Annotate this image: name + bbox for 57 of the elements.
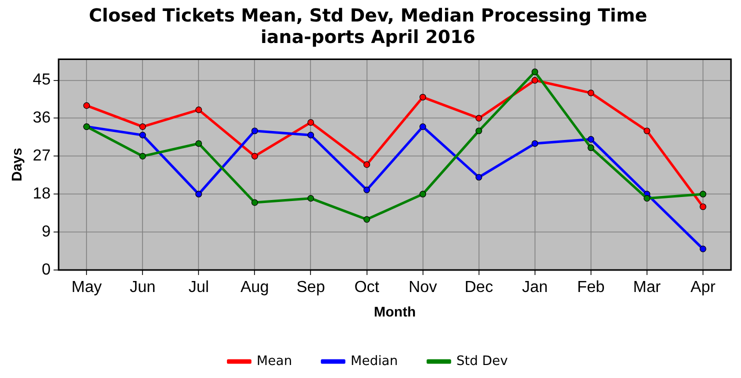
point xyxy=(476,128,482,134)
point xyxy=(363,161,370,168)
point xyxy=(420,123,426,130)
point xyxy=(251,152,258,160)
x-tick-label: Nov xyxy=(408,279,438,296)
x-tick-label: May xyxy=(71,279,102,296)
point xyxy=(139,123,146,130)
point xyxy=(532,140,538,147)
x-tick-label: Mar xyxy=(633,279,662,296)
point xyxy=(588,90,594,96)
y-tick-label: 27 xyxy=(32,148,51,165)
point xyxy=(363,186,370,194)
point xyxy=(307,132,314,138)
legend-label: Median xyxy=(350,354,398,369)
point xyxy=(83,102,90,109)
point xyxy=(644,195,650,202)
y-tick-label: 9 xyxy=(42,223,51,240)
point xyxy=(700,190,706,198)
point xyxy=(251,128,258,134)
y-tick-label: 36 xyxy=(32,110,51,127)
point xyxy=(139,152,146,160)
y-tick-label: 0 xyxy=(42,261,51,278)
point xyxy=(251,199,258,206)
x-tick-label: Dec xyxy=(464,279,494,296)
point xyxy=(420,94,426,100)
point xyxy=(476,174,482,181)
x-tick-label: Jul xyxy=(188,279,209,296)
point xyxy=(476,114,482,122)
x-tick-label: Sep xyxy=(296,279,326,296)
point xyxy=(195,190,202,198)
x-tick-label: Oct xyxy=(354,279,380,296)
point xyxy=(363,216,370,223)
point xyxy=(307,119,314,126)
legend-label: Std Dev xyxy=(456,354,508,369)
legend-label: Mean xyxy=(256,354,292,369)
y-tick-label: 18 xyxy=(32,186,51,203)
point xyxy=(588,136,594,143)
x-axis-title: Month xyxy=(374,303,416,320)
x-tick-label: Apr xyxy=(690,279,716,296)
x-tick-label: Jun xyxy=(130,279,156,296)
y-axis-title: Days xyxy=(8,148,24,182)
point xyxy=(532,68,538,76)
point xyxy=(195,140,202,147)
point xyxy=(644,128,650,134)
chart-title: Closed Tickets Mean, Std Dev, Median Processing Time iana-ports April 2016 xyxy=(88,5,648,48)
x-tick-label: Feb xyxy=(577,279,605,296)
x-tick-label: Jan xyxy=(522,279,548,296)
x-tick-label: Aug xyxy=(240,279,269,296)
point xyxy=(195,106,202,114)
point xyxy=(307,195,314,202)
point xyxy=(420,190,426,198)
point xyxy=(700,203,706,210)
point xyxy=(139,132,146,138)
point xyxy=(588,144,594,152)
point xyxy=(532,76,538,84)
point xyxy=(700,246,706,252)
y-tick-label: 45 xyxy=(32,72,51,89)
